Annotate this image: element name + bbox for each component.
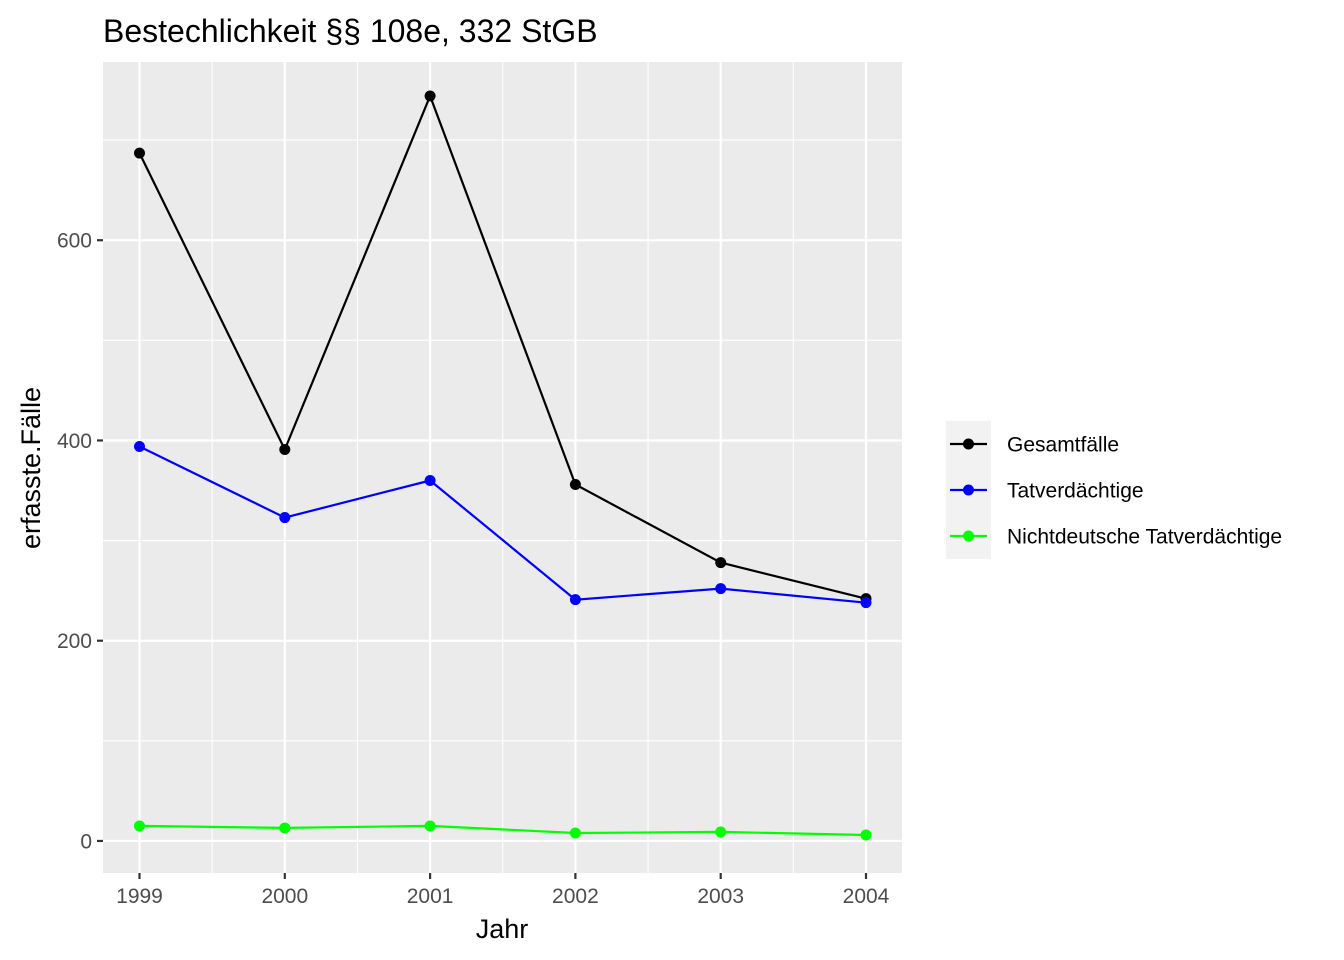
series-tatverd-chtige xyxy=(134,440,872,609)
x-tick-label: 1999 xyxy=(116,885,163,908)
legend-item: Nichtdeutsche Tatverdächtige xyxy=(950,526,1282,549)
data-point xyxy=(134,147,145,159)
legend-key-point xyxy=(963,438,974,450)
x-tick-label: 2001 xyxy=(407,885,454,908)
data-point xyxy=(569,479,581,491)
data-point xyxy=(134,440,145,452)
data-point xyxy=(424,90,436,102)
data-point xyxy=(715,826,727,838)
data-point xyxy=(569,827,581,839)
data-point xyxy=(715,557,727,569)
series-line xyxy=(138,92,867,600)
y-tick-label: 200 xyxy=(57,630,92,653)
legend: Gesamtfälle Tatverdächtige Nichtdeutsche T… xyxy=(946,421,1282,559)
data-point xyxy=(279,443,291,455)
x-tick-label: 2000 xyxy=(261,885,308,908)
series-line xyxy=(139,824,867,837)
legend-item: Tatverdächtige xyxy=(950,480,1144,503)
series-layer xyxy=(134,90,872,841)
data-point xyxy=(134,820,145,832)
series-gesamtf-lle xyxy=(134,90,872,605)
data-point xyxy=(569,594,581,606)
major-gridlines xyxy=(103,62,902,873)
chart-title: Bestechlichkeit §§ 108e, 332 StGB xyxy=(103,13,598,49)
y-tick-label: 0 xyxy=(80,830,92,853)
legend-item: Gesamtfälle xyxy=(950,434,1119,457)
y-tick-label: 600 xyxy=(57,230,92,253)
legend-label: Tatverdächtige xyxy=(1007,480,1144,503)
data-point xyxy=(860,829,872,841)
y-tick-label: 400 xyxy=(57,430,92,453)
data-point xyxy=(424,820,436,832)
legend-key-point xyxy=(963,484,974,496)
legend-key-point xyxy=(963,530,974,542)
legend-label: Gesamtfälle xyxy=(1007,434,1119,457)
data-point xyxy=(279,822,291,834)
data-point xyxy=(715,583,727,595)
data-point xyxy=(424,475,436,487)
y-axis-title: erfasste.Fälle xyxy=(16,387,46,549)
data-point xyxy=(860,597,872,609)
series-nichtdeutsche-tatverd-chtige xyxy=(134,820,872,841)
x-tick-label: 2004 xyxy=(843,885,890,908)
y-axis: 0 200 400 600 xyxy=(57,230,103,853)
series-line xyxy=(139,445,867,604)
data-point xyxy=(279,512,291,524)
x-tick-label: 2002 xyxy=(552,885,599,908)
legend-label: Nichtdeutsche Tatverdächtige xyxy=(1007,526,1282,549)
x-axis-title: Jahr xyxy=(476,914,529,944)
x-axis: 1999 2000 2001 2002 2003 2004 xyxy=(116,873,890,908)
x-tick-label: 2003 xyxy=(697,885,744,908)
